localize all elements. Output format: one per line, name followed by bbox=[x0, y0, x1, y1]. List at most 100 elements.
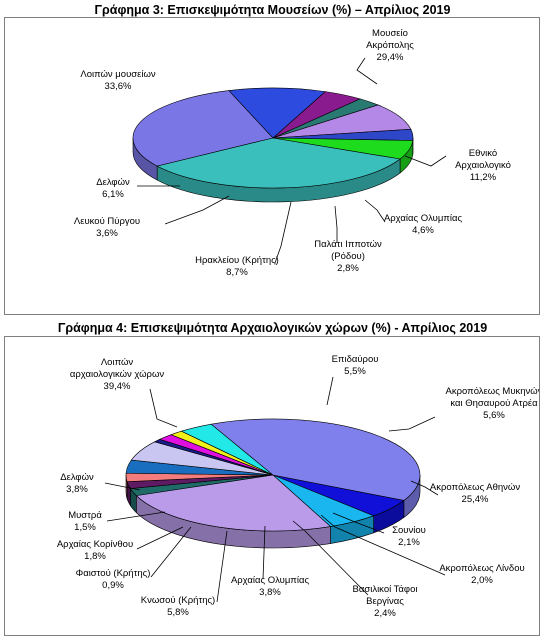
chart-1-title: Γράφημα 3: Επισκεψιμότητα Μουσείων (%) –… bbox=[94, 3, 451, 17]
slice-label: Κνωσού (Κρήτης) bbox=[141, 595, 215, 606]
slice-value: 2,4% bbox=[374, 608, 396, 619]
slice-value: 11,2% bbox=[470, 172, 497, 183]
slice-label: Μουσείο bbox=[372, 28, 408, 39]
slice-value: 39,4% bbox=[104, 381, 131, 392]
slice-label: Αρχαίας Ολυμπίας bbox=[384, 213, 463, 224]
slice-label: Ακροπόλεως Μυκηνών bbox=[446, 386, 539, 397]
data-label-παλάτι-ιπποτών-ρόδου: Παλάτι Ιπποτών(Ρόδου)2,8% bbox=[314, 239, 382, 274]
leader-line-ακροπόλεως-λίνδου bbox=[320, 514, 446, 576]
chart-2-frame: Επιδαύρου 5,5% Ακροπόλεως Μυκηνών και Θησαυ… bbox=[4, 336, 540, 636]
slice-value: 2,8% bbox=[337, 263, 359, 274]
leader-line-μυστρά bbox=[106, 511, 166, 522]
chart-1-frame: Μουσείο Ακρόπολης 29,4% Εθνικό Αρχαιολογικό 1… bbox=[4, 17, 540, 315]
leader-line-λευκού-πύργου bbox=[164, 195, 230, 225]
leader-line-ακροπόλεως-μυκηνών-και-θησαυρού-ατρέα bbox=[388, 416, 436, 432]
slice-value: 0,9% bbox=[102, 580, 124, 591]
slice-label: Σουνίου bbox=[392, 525, 426, 536]
slice-label: Παλάτι Ιπποτών bbox=[314, 239, 382, 250]
slice-value: 29,4% bbox=[377, 52, 404, 63]
slice-εθνικό-αρχαιολογικό bbox=[228, 87, 327, 139]
slice-label: Ακροπόλεως Αθηνών bbox=[430, 482, 520, 493]
leader-line-επιδαύρου bbox=[326, 376, 334, 406]
leader-line-φαιστού-κρήτης bbox=[150, 526, 192, 578]
leader-line-αρχαίας-κορίνθου bbox=[136, 526, 184, 550]
leader-line-εθνικό-αρχαιολογικό bbox=[404, 155, 447, 167]
slice-value: 1,8% bbox=[84, 551, 106, 562]
leader-line-παλάτι-ιπποτών-ρόδου bbox=[334, 205, 338, 243]
slice-value: 6,1% bbox=[102, 189, 124, 200]
slice-label: Δελφών bbox=[60, 472, 94, 483]
pie-2-leaders bbox=[104, 376, 446, 603]
leader-line-σουνίου bbox=[332, 512, 385, 534]
leader-line-μουσείο-ακρόπολης bbox=[356, 57, 378, 85]
slice-label: Μυστρά bbox=[68, 510, 102, 521]
leader-line-αρχαίας-ολυμπίας bbox=[262, 525, 266, 580]
slice-label: Ακροπόλεως Λίνδου bbox=[439, 563, 524, 574]
slice-value: 5,5% bbox=[344, 366, 366, 377]
slice-label: Βεργίνας bbox=[366, 596, 404, 607]
pie-2-slices bbox=[125, 418, 421, 532]
slice-value: 3,8% bbox=[259, 587, 281, 598]
leader-line-κνωσού-κρήτης bbox=[216, 530, 228, 603]
leader-line-ακροπόλεως-αθηνών bbox=[410, 480, 439, 496]
slice-label: Εθνικό bbox=[469, 148, 497, 159]
leader-line-αρχαίας-ολυμπίας bbox=[364, 199, 386, 223]
slice-value: 8,7% bbox=[226, 267, 248, 278]
slice-label: και Θησαυρού Ατρέα bbox=[450, 398, 538, 409]
leader-line-δελφών bbox=[104, 482, 141, 491]
slice-value: 4,6% bbox=[412, 225, 434, 236]
slice-label: Αρχαιολογικό bbox=[455, 160, 511, 171]
slice-value: 33,6% bbox=[105, 81, 132, 92]
slice-μουσείο-ακρόπολης bbox=[132, 90, 274, 167]
pie-1-slices bbox=[132, 87, 414, 189]
slice-ακροπόλεως-αθηνών bbox=[135, 474, 332, 532]
slice-label: Αρχαίας Ολυμπίας bbox=[231, 575, 310, 586]
leader-line-λοιπών-αρχαιολογικών-χώρων bbox=[149, 388, 178, 428]
slice-value: 5,6% bbox=[483, 410, 505, 421]
slice-label: Φαιστού (Κρήτης) bbox=[76, 568, 151, 579]
slice-label: Επιδαύρου bbox=[332, 354, 379, 365]
slice-value: 2,0% bbox=[471, 575, 493, 586]
slice-label: Αρχαίας Κορίνθου bbox=[57, 539, 133, 550]
chart-2-title: Γράφημα 4: Επισκεψιμότητα Αρχαιολογικών … bbox=[57, 321, 488, 335]
slice-label: Λευκού Πύργου bbox=[74, 216, 140, 227]
slice-label: Λοιπών bbox=[101, 357, 134, 368]
slice-value: 5,8% bbox=[167, 607, 189, 618]
slice-label: Ακρόπολης bbox=[366, 40, 414, 51]
pie-1-leaders bbox=[137, 57, 447, 264]
leader-line-βασιλικοί-τάφοι-βεργίνας bbox=[292, 520, 369, 596]
leader-line-ηρακλείου-κρήτης bbox=[274, 201, 292, 264]
slice-value: 2,1% bbox=[398, 537, 420, 548]
slice-label: αρχαιολογικών χώρων bbox=[70, 369, 164, 380]
slice-λοιπών-μουσείων bbox=[156, 137, 401, 189]
slice-value: 3,6% bbox=[96, 228, 118, 239]
slice-λοιπών-αρχαιολογικών-χώρων bbox=[210, 418, 421, 501]
data-label-φαιστού-κρήτης: Φαιστού (Κρήτης)0,9% bbox=[76, 568, 151, 591]
slice-value: 1,5% bbox=[74, 522, 96, 533]
slice-label: Ηρακλείου (Κρήτης) bbox=[195, 255, 279, 266]
slice-label: Λοιπών μουσείων bbox=[80, 69, 156, 80]
slice-label: (Ρόδου) bbox=[331, 251, 365, 262]
data-label-ηρακλείου-κρήτης: Ηρακλείου (Κρήτης)8,7% bbox=[195, 255, 279, 278]
slice-label: Δελφών bbox=[96, 177, 130, 188]
slice-label: Βασιλικοί Τάφοι bbox=[353, 584, 418, 595]
slice-value: 3,8% bbox=[66, 484, 88, 495]
